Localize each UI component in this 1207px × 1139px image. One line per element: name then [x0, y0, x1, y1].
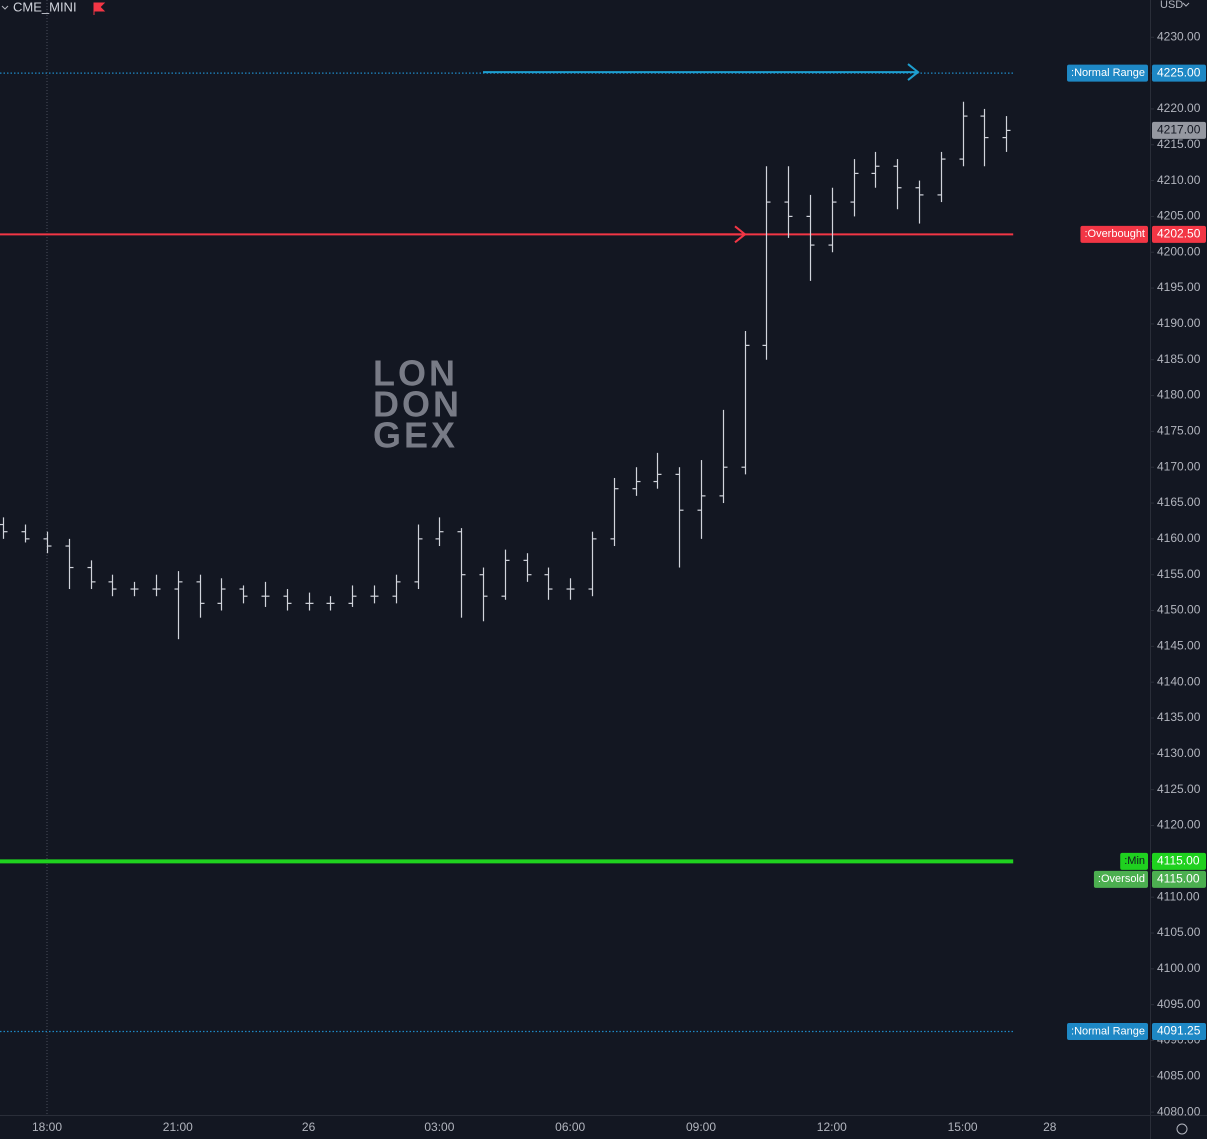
- level-value-tag: [1152, 1023, 1206, 1041]
- x-tick-label: 15:00: [948, 1120, 978, 1134]
- level-name-tag: [1067, 1023, 1148, 1041]
- y-tick-label: 4080.00: [1157, 1104, 1201, 1118]
- arrow-head: [907, 63, 920, 81]
- level-value-tag: [1152, 64, 1206, 82]
- level-name-label: :Min: [1124, 855, 1145, 867]
- level-name-label: :Normal Range: [1071, 67, 1145, 79]
- last-price-label: 4217.00: [1157, 123, 1201, 137]
- y-tick-label: 4170.00: [1157, 459, 1201, 473]
- y-tick-label: 4125.00: [1157, 782, 1201, 796]
- x-tick-label: 28: [1043, 1120, 1057, 1134]
- y-tick-label: 4150.00: [1157, 603, 1201, 617]
- symbol-chevron[interactable]: [1, 5, 9, 10]
- y-tick-label: 4085.00: [1157, 1068, 1201, 1082]
- level-name-label: :Normal Range: [1071, 1025, 1145, 1037]
- level-value-label: 4091.25: [1157, 1024, 1201, 1038]
- y-tick-label: 4140.00: [1157, 674, 1201, 688]
- watermark-text: LON: [373, 353, 458, 394]
- y-tick-label: 4195.00: [1157, 280, 1201, 294]
- y-tick-label: 4110.00: [1157, 889, 1200, 903]
- level-value-label: 4115.00: [1157, 872, 1200, 886]
- last-price-tag: [1152, 121, 1206, 139]
- level-value-label: 4202.50: [1157, 226, 1201, 240]
- currency-chevron[interactable]: [1182, 2, 1190, 7]
- x-tick-label: 06:00: [555, 1120, 585, 1134]
- level-name-tag: [1093, 870, 1148, 888]
- y-tick-label: 4130.00: [1157, 746, 1201, 760]
- flag-icon[interactable]: [93, 2, 106, 15]
- y-tick-label: 4160.00: [1157, 531, 1201, 545]
- symbol-title: CME_MINI: [13, 0, 77, 14]
- x-tick-label: 21:00: [163, 1120, 193, 1134]
- y-tick-label: 4215.00: [1157, 137, 1201, 151]
- settings-icon[interactable]: [1176, 1123, 1188, 1135]
- y-tick-label: 4095.00: [1157, 997, 1201, 1011]
- y-tick-label: 4230.00: [1157, 29, 1201, 43]
- x-tick-label: 03:00: [424, 1120, 454, 1134]
- level-name-tag: [1120, 852, 1148, 870]
- watermark-text: DON: [373, 384, 462, 425]
- arrow-head: [734, 225, 747, 244]
- y-tick-label: 4185.00: [1157, 352, 1201, 366]
- level-value-label: 4115.00: [1157, 854, 1200, 868]
- y-tick-label: 4180.00: [1157, 388, 1201, 402]
- y-tick-label: 4175.00: [1157, 424, 1201, 438]
- y-tick-label: 4165.00: [1157, 495, 1201, 509]
- y-tick-label: 4135.00: [1157, 710, 1201, 724]
- level-name-tag: [1080, 225, 1148, 243]
- y-tick-label: 4100.00: [1157, 961, 1201, 975]
- y-tick-label: 4210.00: [1157, 173, 1201, 187]
- currency[interactable]: USD: [1160, 0, 1183, 11]
- x-tick-label: 18:00: [32, 1120, 62, 1134]
- level-value-tag: [1152, 225, 1206, 243]
- level-value-tag: [1152, 852, 1206, 870]
- y-tick-label: 4205.00: [1157, 209, 1201, 223]
- y-tick-label: 4190.00: [1157, 316, 1201, 330]
- y-tick-label: 4200.00: [1157, 244, 1201, 258]
- y-tick-label: 4220.00: [1157, 101, 1201, 115]
- level-name-label: :Overbought: [1084, 228, 1145, 240]
- y-tick-label: 4145.00: [1157, 639, 1201, 653]
- level-value-label: 4225.00: [1157, 65, 1201, 79]
- x-tick-label: 09:00: [686, 1120, 716, 1134]
- y-tick-label: 4155.00: [1157, 567, 1201, 581]
- y-tick-label: 4120.00: [1157, 818, 1201, 832]
- watermark-text: GEX: [373, 415, 458, 456]
- level-value-tag: [1152, 870, 1206, 888]
- x-tick-label: 26: [302, 1120, 316, 1134]
- level-name-tag: [1067, 64, 1148, 82]
- y-tick-label: 4105.00: [1157, 925, 1201, 939]
- x-tick-label: 12:00: [817, 1120, 847, 1134]
- level-name-label: :Oversold: [1098, 873, 1145, 885]
